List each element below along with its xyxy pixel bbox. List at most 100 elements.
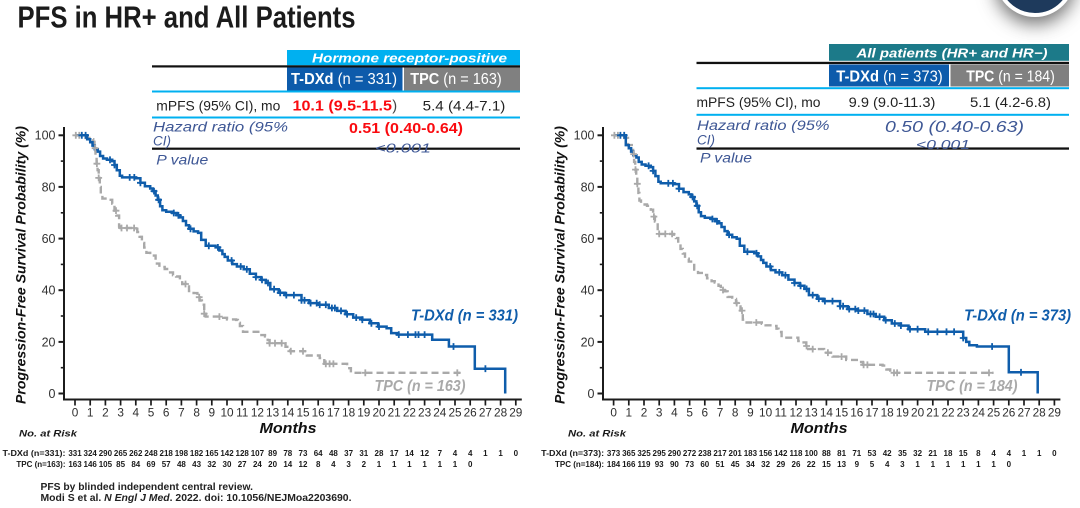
svg-text:22: 22 xyxy=(403,406,416,420)
svg-text:1: 1 xyxy=(87,406,94,420)
svg-text:21: 21 xyxy=(388,406,401,420)
svg-text:1: 1 xyxy=(626,406,633,420)
svg-text:Hazard ratio (95%: Hazard ratio (95% xyxy=(153,120,288,135)
svg-text:20: 20 xyxy=(42,335,56,349)
svg-text:10.1 (9.5-11.5: 10.1 (9.5-11.5 xyxy=(293,99,393,115)
svg-text:0.51 (0.40-0.64): 0.51 (0.40-0.64) xyxy=(349,120,463,137)
svg-text:4: 4 xyxy=(885,460,890,469)
svg-text:80: 80 xyxy=(42,180,56,194)
svg-text:238: 238 xyxy=(698,449,712,458)
svg-text:9: 9 xyxy=(747,406,754,420)
svg-text:7: 7 xyxy=(717,406,724,420)
svg-text:290: 290 xyxy=(99,449,113,458)
svg-text:5: 5 xyxy=(148,406,155,420)
svg-text:1: 1 xyxy=(483,449,488,458)
svg-text:T-DXd (n = 331): T-DXd (n = 331) xyxy=(411,308,518,325)
svg-text:T-DXd (n=373):: T-DXd (n=373): xyxy=(541,449,604,458)
svg-text:198: 198 xyxy=(175,449,189,458)
svg-text:119: 119 xyxy=(638,460,651,469)
svg-text:12: 12 xyxy=(420,449,429,458)
svg-text:81: 81 xyxy=(837,449,846,458)
svg-text:107: 107 xyxy=(251,449,265,458)
svg-text:3: 3 xyxy=(346,460,351,469)
svg-text:90: 90 xyxy=(670,460,679,469)
svg-text:8: 8 xyxy=(976,449,981,458)
svg-text:12: 12 xyxy=(251,406,264,420)
svg-text:24: 24 xyxy=(433,406,447,420)
svg-text:53: 53 xyxy=(868,449,877,458)
svg-text:29: 29 xyxy=(776,460,785,469)
svg-text:4: 4 xyxy=(133,406,140,420)
svg-text:0: 0 xyxy=(610,406,617,420)
svg-text:166: 166 xyxy=(622,460,636,469)
svg-text:0: 0 xyxy=(1052,449,1057,458)
svg-text:1: 1 xyxy=(991,460,996,469)
svg-text:28: 28 xyxy=(494,406,508,420)
svg-text:18: 18 xyxy=(881,406,895,420)
svg-text:1: 1 xyxy=(498,449,503,458)
svg-text:19: 19 xyxy=(357,406,370,420)
svg-text:No. at Risk: No. at Risk xyxy=(19,429,78,439)
svg-text:1: 1 xyxy=(422,460,427,469)
svg-text:100: 100 xyxy=(805,449,819,458)
svg-text:0: 0 xyxy=(72,406,79,420)
svg-text:31: 31 xyxy=(359,449,368,458)
svg-text:CI): CI) xyxy=(697,132,715,147)
svg-text:T-DXd (n=331):: T-DXd (n=331): xyxy=(3,449,66,458)
svg-text:14: 14 xyxy=(820,406,834,420)
svg-text:11: 11 xyxy=(236,406,248,420)
svg-text:37: 37 xyxy=(344,449,353,458)
svg-text:69: 69 xyxy=(147,460,156,469)
svg-text:183: 183 xyxy=(744,449,758,458)
svg-text:365: 365 xyxy=(622,449,636,458)
svg-text:272: 272 xyxy=(683,449,697,458)
svg-text:5.1 (4.2-6.8): 5.1 (4.2-6.8) xyxy=(970,95,1051,110)
svg-text:0: 0 xyxy=(588,387,595,401)
svg-text:100: 100 xyxy=(574,129,595,143)
svg-text:8: 8 xyxy=(316,460,321,469)
svg-text:Months: Months xyxy=(260,420,317,437)
svg-text:43: 43 xyxy=(192,460,201,469)
svg-text:51: 51 xyxy=(716,460,725,469)
svg-text:9.9 (9.0-11.3): 9.9 (9.0-11.3) xyxy=(849,95,936,110)
svg-text:57: 57 xyxy=(162,460,171,469)
svg-text:184: 184 xyxy=(607,460,621,469)
svg-text:14: 14 xyxy=(283,460,292,469)
svg-text:71: 71 xyxy=(852,449,861,458)
svg-text:324: 324 xyxy=(84,449,98,458)
svg-text:6: 6 xyxy=(163,406,170,420)
svg-text:TPC (n = 163): TPC (n = 163) xyxy=(375,378,466,395)
svg-text:45: 45 xyxy=(731,460,740,469)
svg-text:89: 89 xyxy=(268,449,277,458)
svg-text:18: 18 xyxy=(342,406,356,420)
svg-text:60: 60 xyxy=(581,232,595,246)
svg-text:20: 20 xyxy=(911,406,925,420)
svg-text:21: 21 xyxy=(926,406,939,420)
svg-text:24: 24 xyxy=(972,406,986,420)
svg-text:78: 78 xyxy=(283,449,292,458)
svg-text:156: 156 xyxy=(759,449,773,458)
svg-text:217: 217 xyxy=(713,449,727,458)
svg-text:15: 15 xyxy=(822,460,831,469)
svg-text:142: 142 xyxy=(220,449,234,458)
svg-text:13: 13 xyxy=(805,406,819,420)
svg-text:5: 5 xyxy=(870,460,875,469)
svg-text:mPFS (95% CI), mo: mPFS (95% CI), mo xyxy=(697,95,821,110)
svg-text:248: 248 xyxy=(144,449,158,458)
svg-text:14: 14 xyxy=(281,406,295,420)
svg-text:0: 0 xyxy=(49,387,56,401)
svg-text:9: 9 xyxy=(855,460,860,469)
svg-text:1: 1 xyxy=(961,460,966,469)
svg-text:4: 4 xyxy=(453,449,458,458)
svg-text:TPC (n = 163): TPC (n = 163) xyxy=(410,71,502,88)
svg-text:12: 12 xyxy=(299,460,308,469)
svg-text:22: 22 xyxy=(941,406,954,420)
svg-text:12: 12 xyxy=(789,406,802,420)
svg-text:1: 1 xyxy=(1037,449,1042,458)
svg-text:23: 23 xyxy=(957,406,971,420)
svg-text:Hormone receptor-positive: Hormone receptor-positive xyxy=(312,51,507,65)
svg-text:93: 93 xyxy=(655,460,664,469)
svg-text:60: 60 xyxy=(700,460,709,469)
svg-text:): ) xyxy=(392,99,397,115)
svg-text:10: 10 xyxy=(220,406,234,420)
